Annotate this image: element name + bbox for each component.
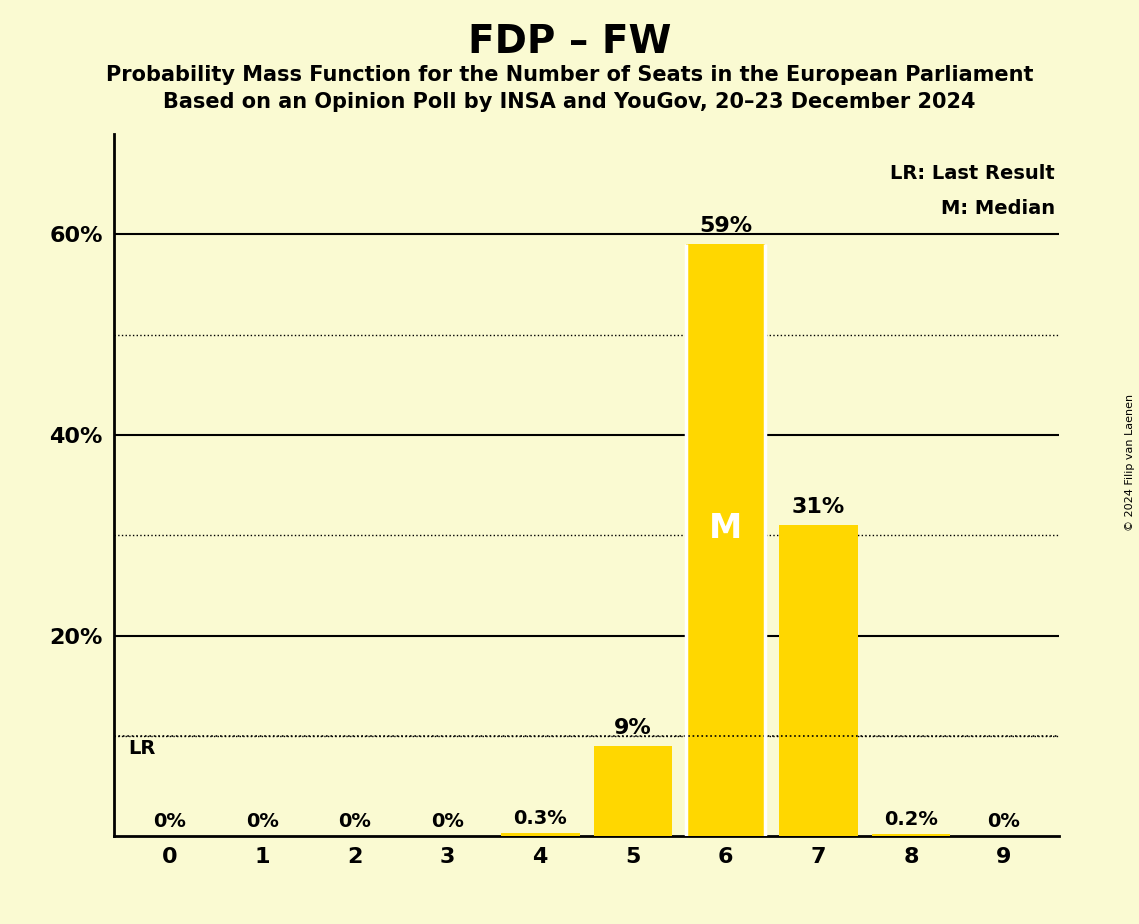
Text: 0%: 0% bbox=[153, 812, 186, 832]
Text: Based on an Opinion Poll by INSA and YouGov, 20–23 December 2024: Based on an Opinion Poll by INSA and You… bbox=[163, 92, 976, 113]
Text: M: M bbox=[708, 512, 743, 545]
Text: 0.3%: 0.3% bbox=[514, 809, 567, 828]
Text: 0%: 0% bbox=[246, 812, 279, 832]
Text: 0%: 0% bbox=[432, 812, 464, 832]
Bar bbox=[501, 833, 580, 836]
Text: 9%: 9% bbox=[614, 718, 652, 738]
Text: 0%: 0% bbox=[988, 812, 1021, 832]
Text: 59%: 59% bbox=[699, 216, 752, 237]
Text: Probability Mass Function for the Number of Seats in the European Parliament: Probability Mass Function for the Number… bbox=[106, 65, 1033, 85]
Bar bbox=[779, 525, 858, 836]
Text: LR: Last Result: LR: Last Result bbox=[890, 164, 1055, 183]
Text: LR: LR bbox=[128, 739, 155, 758]
Bar bbox=[686, 244, 765, 836]
Text: 0.2%: 0.2% bbox=[884, 810, 937, 829]
Text: 0%: 0% bbox=[338, 812, 371, 832]
Text: © 2024 Filip van Laenen: © 2024 Filip van Laenen bbox=[1125, 394, 1134, 530]
Text: FDP – FW: FDP – FW bbox=[468, 23, 671, 61]
Bar bbox=[871, 834, 950, 836]
Bar bbox=[593, 746, 672, 836]
Text: M: Median: M: Median bbox=[941, 200, 1055, 218]
Text: 31%: 31% bbox=[792, 497, 845, 517]
